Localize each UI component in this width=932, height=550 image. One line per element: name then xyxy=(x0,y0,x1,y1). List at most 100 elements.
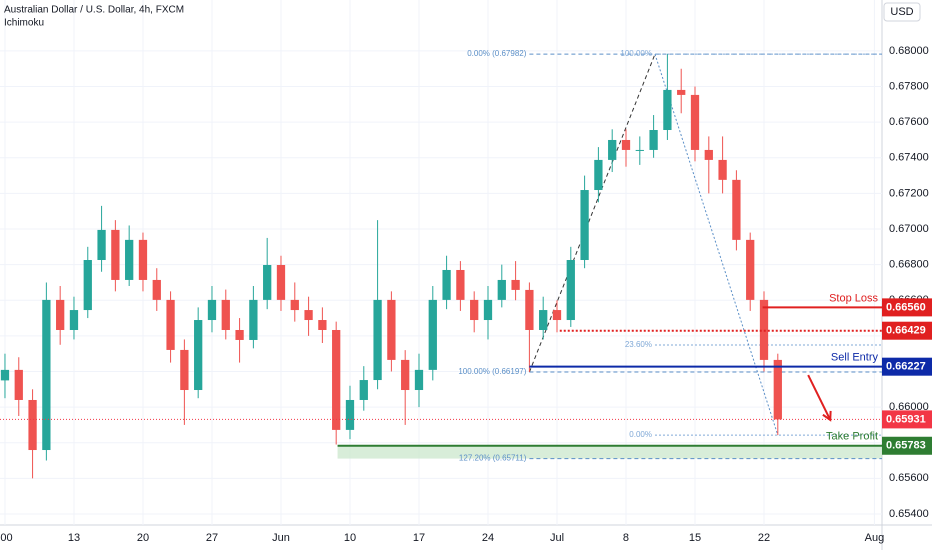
price-badge-label: 0.66560 xyxy=(886,301,926,313)
arrow-shaft xyxy=(807,374,832,421)
candle-body xyxy=(635,149,644,151)
candle-body xyxy=(14,369,23,400)
y-tick-label: 0.67400 xyxy=(889,152,929,164)
candle-body xyxy=(414,369,424,391)
price-badge xyxy=(882,321,932,340)
fib-label: 23.60% xyxy=(625,340,652,349)
y-tick-label: 0.67800 xyxy=(889,80,929,92)
candle-body xyxy=(608,139,617,160)
candle-body xyxy=(345,399,355,430)
arrow-head xyxy=(822,410,832,422)
trend-line xyxy=(528,53,656,373)
axes: 0.68000 0.67800 0.67600 0.67400 0.67200 0.670… xyxy=(0,45,932,544)
candle-body xyxy=(442,269,451,300)
candle-body xyxy=(0,369,10,381)
candle-body xyxy=(470,299,479,321)
x-tick-label: 22 xyxy=(758,532,770,544)
price-badge-label: 0.66227 xyxy=(886,361,926,373)
candle-body xyxy=(166,299,175,350)
price-badge-label: 0.66429 xyxy=(886,325,926,337)
candle-body xyxy=(28,399,37,451)
candle-body xyxy=(566,260,575,321)
candle-body xyxy=(621,139,631,150)
x-tick-label: 17 xyxy=(413,532,425,544)
x-tick-label: Jul xyxy=(550,532,564,544)
candle-body xyxy=(746,239,755,300)
candle-body xyxy=(152,279,161,300)
y-tick-label: 0.66800 xyxy=(889,259,929,271)
candle-body xyxy=(69,310,79,330)
x-tick-label: Jun xyxy=(272,532,290,544)
fib-label: 100.00% xyxy=(620,49,652,58)
target-zone xyxy=(337,445,882,459)
x-tick-label: 15 xyxy=(689,532,701,544)
price-badge-label: 0.65931 xyxy=(886,413,926,425)
price-badge xyxy=(882,357,932,376)
x-tick-label: Aug xyxy=(865,532,885,544)
candle-body xyxy=(483,299,493,321)
x-tick-label: 24 xyxy=(482,532,494,544)
candle-body xyxy=(456,269,465,300)
price-badge xyxy=(882,436,932,455)
candle-body xyxy=(718,159,727,180)
candle-body xyxy=(649,130,658,150)
candle-body xyxy=(359,380,368,400)
candle-body xyxy=(97,229,106,261)
candle-body xyxy=(207,299,217,321)
candle-body xyxy=(221,299,230,330)
candle-body xyxy=(290,299,299,311)
candle-body xyxy=(690,94,700,150)
candle-body xyxy=(387,299,396,360)
y-tick-label: 0.65600 xyxy=(889,472,929,484)
level-label: Stop Loss xyxy=(829,292,878,304)
candle-body xyxy=(511,279,520,290)
candle-body xyxy=(373,299,382,381)
fib-label: 100.00% (0.66197) xyxy=(458,367,526,376)
candle-body xyxy=(235,329,244,340)
y-tick-label: 0.67000 xyxy=(889,223,929,235)
candle-body xyxy=(663,89,672,131)
candle-body xyxy=(332,329,341,430)
candle-body xyxy=(276,264,286,300)
candle-body xyxy=(304,310,313,321)
chart-title: Australian Dollar / U.S. Dollar, 4h, FXC… xyxy=(4,5,184,16)
x-tick-label: :00 xyxy=(0,532,13,544)
level-label: Sell Entry xyxy=(831,352,879,364)
candle-body xyxy=(552,310,562,321)
y-tick-label: 0.65400 xyxy=(889,508,929,520)
price-badge xyxy=(882,410,932,429)
candle-body xyxy=(732,179,741,240)
candle-body xyxy=(138,239,148,280)
candle-body xyxy=(401,359,410,391)
indicator-name: Ichimoku xyxy=(4,18,44,29)
fib-label: 127.20% (0.65711) xyxy=(459,454,527,463)
currency-label[interactable]: USD xyxy=(890,6,913,18)
candle-body xyxy=(704,149,713,160)
price-badge-label: 0.65783 xyxy=(886,440,926,452)
candle-body xyxy=(497,279,506,300)
x-tick-label: 20 xyxy=(137,532,149,544)
x-tick-label: 10 xyxy=(344,532,356,544)
candle-body xyxy=(180,349,189,391)
y-tick-label: 0.67600 xyxy=(889,116,929,128)
x-tick-label: 27 xyxy=(206,532,218,544)
candle-body xyxy=(525,289,534,330)
y-tick-label: 0.66000 xyxy=(889,401,929,413)
candle-body xyxy=(594,159,603,191)
candle-body xyxy=(428,299,437,370)
candle-body xyxy=(42,299,51,451)
candle-body xyxy=(249,299,258,340)
currency-button[interactable] xyxy=(883,2,921,22)
candle-body xyxy=(318,320,327,330)
y-tick-label: 0.68000 xyxy=(889,45,929,57)
price-badge xyxy=(882,298,932,317)
candle-body xyxy=(263,264,272,300)
trend-line xyxy=(654,53,779,436)
candle-body xyxy=(580,190,589,261)
fib-label: 0.00% (0.67982) xyxy=(467,49,526,58)
level-label: Take Profit xyxy=(826,431,878,443)
candle-body xyxy=(677,89,686,95)
y-tick-label: 0.67200 xyxy=(889,187,929,199)
candle-body xyxy=(83,260,92,311)
